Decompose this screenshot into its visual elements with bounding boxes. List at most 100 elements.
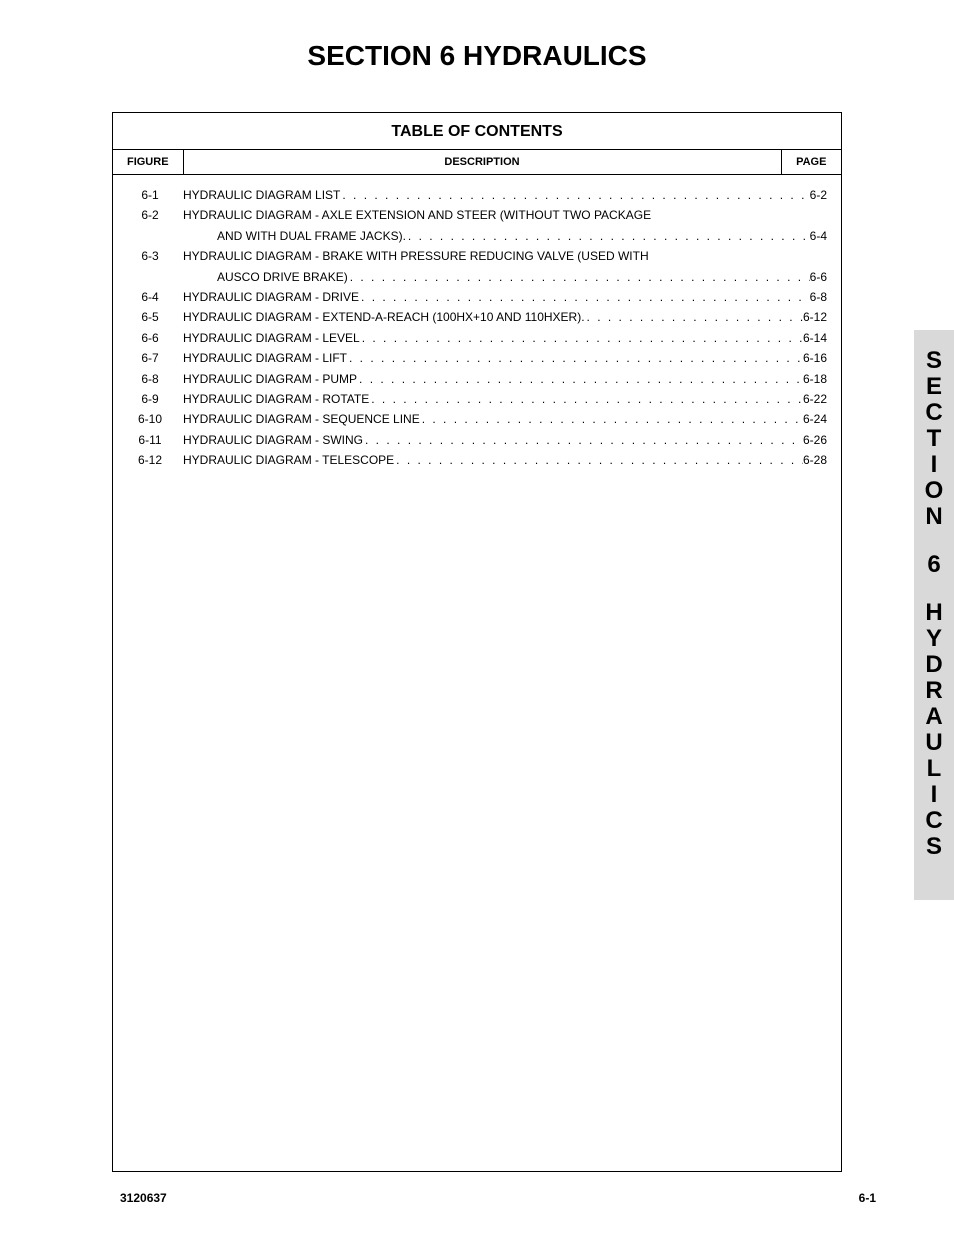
toc-line: HYDRAULIC DIAGRAM - SEQUENCE LINE . . . …: [183, 409, 827, 429]
side-tab-letter: S: [926, 834, 942, 860]
toc-figure: 6-8: [121, 369, 183, 389]
toc-row: 6-5HYDRAULIC DIAGRAM - EXTEND-A-REACH (1…: [121, 307, 827, 327]
side-tab-letter: C: [925, 808, 942, 834]
side-tab-letter: T: [927, 426, 942, 452]
section-title: SECTION 6 HYDRAULICS: [60, 40, 894, 72]
toc-description: AUSCO DRIVE BRAKE): [217, 267, 348, 287]
toc-leader-dots: . . . . . . . . . . . . . . . . . . . . …: [348, 267, 810, 287]
toc-title: TABLE OF CONTENTS: [113, 113, 841, 149]
col-figure: FIGURE: [113, 150, 183, 175]
toc-row: 6-11HYDRAULIC DIAGRAM - SWING . . . . . …: [121, 430, 827, 450]
toc-page: 6-4: [810, 226, 827, 246]
toc-description: HYDRAULIC DIAGRAM - LIFT: [183, 348, 347, 368]
toc-leader-dots: . . . . . . . . . . . . . . . . . . . . …: [347, 348, 803, 368]
toc-row: 6-1HYDRAULIC DIAGRAM LIST . . . . . . . …: [121, 185, 827, 205]
toc-figure: 6-4: [121, 287, 183, 307]
toc-page: 6-6: [810, 267, 827, 287]
side-tab-letter: Y: [926, 626, 942, 652]
toc-description: HYDRAULIC DIAGRAM - AXLE EXTENSION AND S…: [183, 205, 651, 225]
side-tab-letter: R: [925, 678, 942, 704]
toc-row: 6-4HYDRAULIC DIAGRAM - DRIVE . . . . . .…: [121, 287, 827, 307]
footer-left: 3120637: [120, 1191, 167, 1205]
col-page: PAGE: [781, 150, 841, 175]
toc-description: HYDRAULIC DIAGRAM - DRIVE: [183, 287, 359, 307]
toc-page: 6-14: [803, 328, 827, 348]
toc-line: HYDRAULIC DIAGRAM - ROTATE . . . . . . .…: [183, 389, 827, 409]
side-tab-letter: E: [926, 374, 942, 400]
toc-leader-dots: . . . . . . . . . . . . . . . . . . . . …: [363, 430, 803, 450]
toc-figure: 6-1: [121, 185, 183, 205]
toc-leader-dots: . . . . . . . . . . . . . . . . . . . . …: [340, 185, 809, 205]
side-tab-letter: S: [926, 348, 942, 374]
page: SECTION 6 HYDRAULICS TABLE OF CONTENTS F…: [0, 0, 954, 1235]
side-tab-letter: U: [925, 730, 942, 756]
toc-description: HYDRAULIC DIAGRAM - PUMP: [183, 369, 357, 389]
toc-line: AND WITH DUAL FRAME JACKS). . . . . . . …: [183, 226, 827, 246]
toc-page: 6-16: [803, 348, 827, 368]
toc-line: HYDRAULIC DIAGRAM - BRAKE WITH PRESSURE …: [183, 246, 827, 266]
toc-page: 6-24: [803, 409, 827, 429]
side-tab-letter: C: [925, 400, 942, 426]
side-tab-letter: I: [931, 782, 938, 808]
toc-row: 6-9HYDRAULIC DIAGRAM - ROTATE . . . . . …: [121, 389, 827, 409]
toc-row: 6-6HYDRAULIC DIAGRAM - LEVEL . . . . . .…: [121, 328, 827, 348]
toc-leader-dots: . . . . . . . . . . . . . . . . . . . . …: [420, 409, 803, 429]
toc-page: 6-22: [803, 389, 827, 409]
toc-description: HYDRAULIC DIAGRAM - SEQUENCE LINE: [183, 409, 420, 429]
toc-description: HYDRAULIC DIAGRAM - EXTEND-A-REACH (100H…: [183, 307, 585, 327]
toc-leader-dots: . . . . . . . . . . . . . . . . . . . . …: [394, 450, 803, 470]
toc-line: HYDRAULIC DIAGRAM - TELESCOPE . . . . . …: [183, 450, 827, 470]
toc-line: HYDRAULIC DIAGRAM - SWING . . . . . . . …: [183, 430, 827, 450]
toc-figure: 6-10: [121, 409, 183, 429]
toc-figure: 6-2: [121, 205, 183, 225]
toc-box: TABLE OF CONTENTS FIGURE DESCRIPTION PAG…: [112, 112, 842, 1172]
toc-line: HYDRAULIC DIAGRAM LIST . . . . . . . . .…: [183, 185, 827, 205]
toc-line: AUSCO DRIVE BRAKE) . . . . . . . . . . .…: [183, 267, 827, 287]
side-tab-letter: A: [925, 704, 942, 730]
footer-right: 6-1: [859, 1191, 876, 1205]
toc-description: HYDRAULIC DIAGRAM LIST: [183, 185, 340, 205]
toc-figure: 6-7: [121, 348, 183, 368]
toc-description: HYDRAULIC DIAGRAM - LEVEL: [183, 328, 360, 348]
toc-body: 6-1HYDRAULIC DIAGRAM LIST . . . . . . . …: [113, 175, 841, 484]
toc-row: AND WITH DUAL FRAME JACKS). . . . . . . …: [121, 226, 827, 246]
toc-row: 6-10HYDRAULIC DIAGRAM - SEQUENCE LINE . …: [121, 409, 827, 429]
toc-line: HYDRAULIC DIAGRAM - LIFT . . . . . . . .…: [183, 348, 827, 368]
side-tab-letter: L: [927, 756, 942, 782]
toc-header-row: FIGURE DESCRIPTION PAGE: [113, 149, 841, 175]
toc-description: HYDRAULIC DIAGRAM - TELESCOPE: [183, 450, 394, 470]
toc-row: 6-8HYDRAULIC DIAGRAM - PUMP . . . . . . …: [121, 369, 827, 389]
toc-description: HYDRAULIC DIAGRAM - BRAKE WITH PRESSURE …: [183, 246, 649, 266]
toc-page: 6-18: [803, 369, 827, 389]
toc-page: 6-2: [810, 185, 827, 205]
toc-leader-dots: . . . . . . . . . . . . . . . . . . . . …: [357, 369, 803, 389]
toc-leader-dots: . . . . . . . . . . . . . . . . . . . . …: [369, 389, 803, 409]
toc-page: 6-12: [803, 307, 827, 327]
toc-page: 6-26: [803, 430, 827, 450]
toc-line: HYDRAULIC DIAGRAM - PUMP . . . . . . . .…: [183, 369, 827, 389]
toc-line: HYDRAULIC DIAGRAM - DRIVE . . . . . . . …: [183, 287, 827, 307]
toc-line: HYDRAULIC DIAGRAM - LEVEL . . . . . . . …: [183, 328, 827, 348]
toc-figure: 6-3: [121, 246, 183, 266]
col-description: DESCRIPTION: [183, 150, 781, 175]
side-tab-letter: O: [925, 478, 944, 504]
toc-figure: 6-5: [121, 307, 183, 327]
toc-line: HYDRAULIC DIAGRAM - AXLE EXTENSION AND S…: [183, 205, 827, 225]
toc-description: AND WITH DUAL FRAME JACKS).: [217, 226, 406, 246]
toc-description: HYDRAULIC DIAGRAM - ROTATE: [183, 389, 369, 409]
side-tab-letter: H: [925, 600, 942, 626]
side-tab-letter: I: [931, 452, 938, 478]
side-tab: SECTION6HYDRAULICS: [914, 330, 954, 900]
toc-row: 6-3HYDRAULIC DIAGRAM - BRAKE WITH PRESSU…: [121, 246, 827, 266]
side-tab-letter: N: [925, 504, 942, 530]
toc-leader-dots: . . . . . . . . . . . . . . . . . . . . …: [360, 328, 803, 348]
toc-row: 6-2HYDRAULIC DIAGRAM - AXLE EXTENSION AN…: [121, 205, 827, 225]
toc-figure: 6-11: [121, 430, 183, 450]
toc-row: AUSCO DRIVE BRAKE) . . . . . . . . . . .…: [121, 267, 827, 287]
toc-figure: 6-6: [121, 328, 183, 348]
toc-leader-dots: . . . . . . . . . . . . . . . . . . . . …: [359, 287, 810, 307]
side-tab-letter: D: [925, 652, 942, 678]
footer: 3120637 6-1: [120, 1191, 876, 1205]
side-tab-letter: 6: [927, 552, 940, 578]
toc-page: 6-28: [803, 450, 827, 470]
